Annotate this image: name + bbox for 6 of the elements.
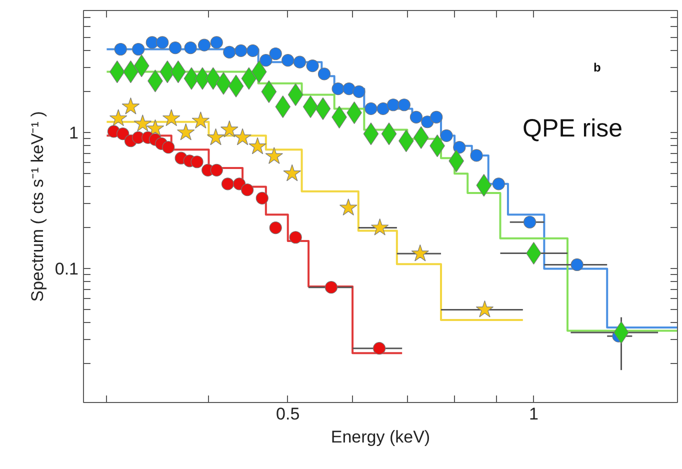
x-tick-label: 0.5 — [276, 404, 300, 424]
x-axis-title: Energy (keV) — [330, 428, 430, 446]
y-axis-title: Spectrum ( cts s⁻¹ keV⁻¹ ) — [28, 111, 47, 302]
annotation: QPE rise — [522, 114, 623, 142]
annotation: b — [594, 60, 601, 74]
y-tick-label: 0.1 — [54, 260, 79, 279]
